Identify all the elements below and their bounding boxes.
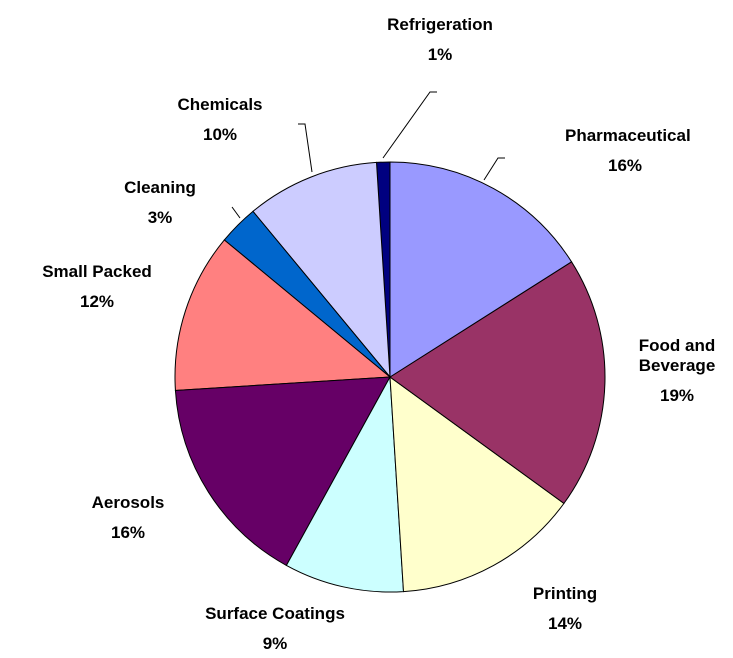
percent-label: 9% — [262, 634, 288, 653]
pie-slice — [174, 376, 391, 567]
slice-label: Small Packed 12% — [7, 262, 187, 312]
slice-label: Surface Coatings 9% — [165, 604, 385, 654]
leader-line — [231, 206, 241, 219]
category-name: Chemicals — [177, 95, 263, 114]
leader-line — [298, 123, 313, 173]
leader-lines — [231, 91, 505, 219]
percent-label: 16% — [607, 156, 643, 175]
pie-slice — [174, 239, 392, 392]
pie-slice — [252, 161, 391, 379]
category-name: Surface Coatings — [205, 604, 345, 623]
percent-label: 14% — [547, 614, 583, 633]
category-name: Small Packed — [42, 262, 152, 281]
percent-label: 16% — [110, 523, 146, 542]
percent-label: 10% — [202, 125, 238, 144]
category-name: Food and Beverage — [638, 336, 716, 375]
percent-label: 1% — [427, 45, 453, 64]
percent-label: 12% — [79, 292, 115, 311]
slice-label: Food and Beverage 19% — [617, 336, 733, 406]
percent-label: 19% — [659, 386, 695, 405]
slice-label: Printing 14% — [505, 584, 625, 634]
slice-label: Chemicals 10% — [160, 95, 280, 145]
pie-slice — [389, 261, 606, 505]
percent-label: 3% — [147, 208, 173, 227]
leader-line — [483, 157, 505, 181]
pie-slice — [285, 375, 405, 593]
category-name: Printing — [532, 584, 598, 603]
pie-slice — [389, 161, 573, 378]
slice-label: Cleaning 3% — [100, 178, 220, 228]
pie-slice — [389, 375, 565, 593]
leader-line — [382, 91, 437, 159]
category-name: Pharmaceutical — [565, 126, 691, 145]
slice-label: Aerosols 16% — [68, 493, 188, 543]
slice-label: Refrigeration 1% — [350, 15, 530, 65]
slice-label: Pharmaceutical 16% — [565, 126, 691, 176]
category-name: Cleaning — [124, 178, 196, 197]
category-name: Refrigeration — [387, 15, 493, 34]
category-name: Aerosols — [91, 493, 165, 512]
